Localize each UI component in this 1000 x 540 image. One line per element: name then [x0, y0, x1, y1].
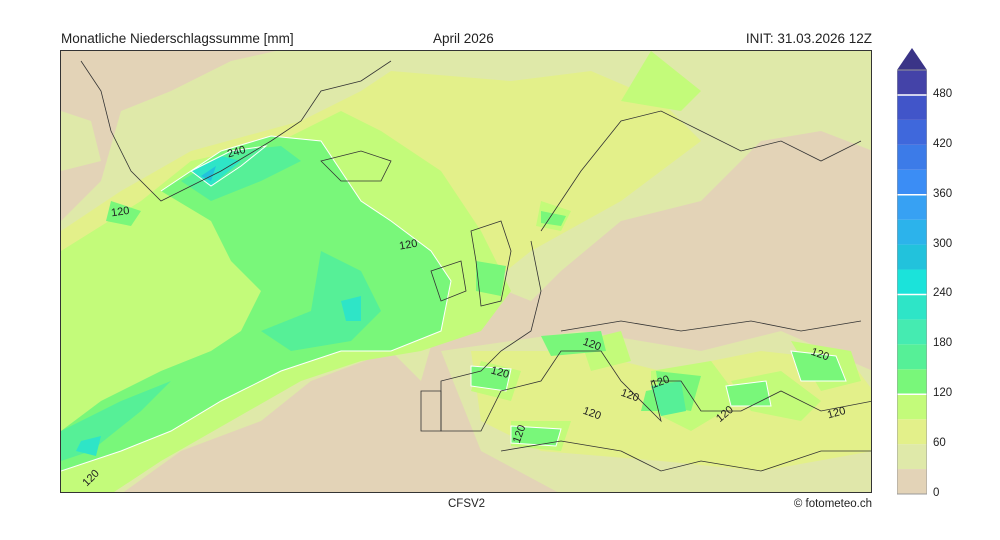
colorbar-tick-label: 60 [933, 437, 946, 450]
contour-label: 120 [826, 405, 847, 421]
colorbar-tick-label: 0 [933, 487, 940, 499]
colorbar-tick-label: 120 [933, 387, 953, 400]
colorbar-tick-label: 360 [933, 187, 953, 200]
colorbar-tick-label: 240 [933, 287, 953, 300]
contour-label: 120 [511, 423, 529, 444]
colorbar-band [897, 344, 927, 370]
map-title: Monatliche Niederschlagssumme [mm] [61, 31, 294, 46]
colorbar-band [897, 269, 927, 295]
colorbar-band [897, 94, 927, 120]
colorbar-band [897, 219, 927, 245]
colorbar-tick-label: 420 [933, 137, 953, 150]
colorbar-band [897, 394, 927, 420]
init-time: INIT: 31.03.2026 12Z [745, 31, 872, 46]
contour-label: 120 [581, 405, 602, 423]
precipitation-map: 240 120 120 120 120 120 120 120 120 120 … [60, 50, 872, 493]
colorbar-band [897, 294, 927, 320]
contour-label: 120 [650, 373, 671, 391]
model-name: CFSV2 [448, 498, 486, 510]
contour-label: 240 [226, 144, 247, 160]
colorbar [897, 48, 927, 495]
colorbar-tick-label: 300 [933, 237, 953, 250]
colorbar-band [897, 444, 927, 470]
colorbar-tick-label: 480 [933, 87, 953, 100]
colorbar-band [897, 244, 927, 270]
contour-label: 120 [110, 205, 130, 219]
colorbar-band [897, 169, 927, 195]
colorbar-band [897, 469, 927, 494]
colorbar-band [897, 419, 927, 445]
colorbar-band [897, 194, 927, 220]
contour-label: 120 [490, 365, 511, 381]
forecast-period: April 2026 [433, 31, 494, 46]
colorbar-extend-arrow [897, 48, 927, 70]
colorbar-band [897, 119, 927, 145]
contour-label: 120 [809, 346, 830, 364]
colorbar-band [897, 319, 927, 345]
contour-label: 120 [619, 387, 640, 405]
contour-label: 120 [581, 336, 602, 354]
colorbar-band [897, 144, 927, 170]
colorbar-band [897, 70, 927, 95]
colorbar-band [897, 369, 927, 395]
credit: © fotometeo.ch [793, 498, 872, 510]
contour-label: 120 [398, 238, 418, 253]
colorbar-tick-label: 180 [933, 337, 953, 350]
